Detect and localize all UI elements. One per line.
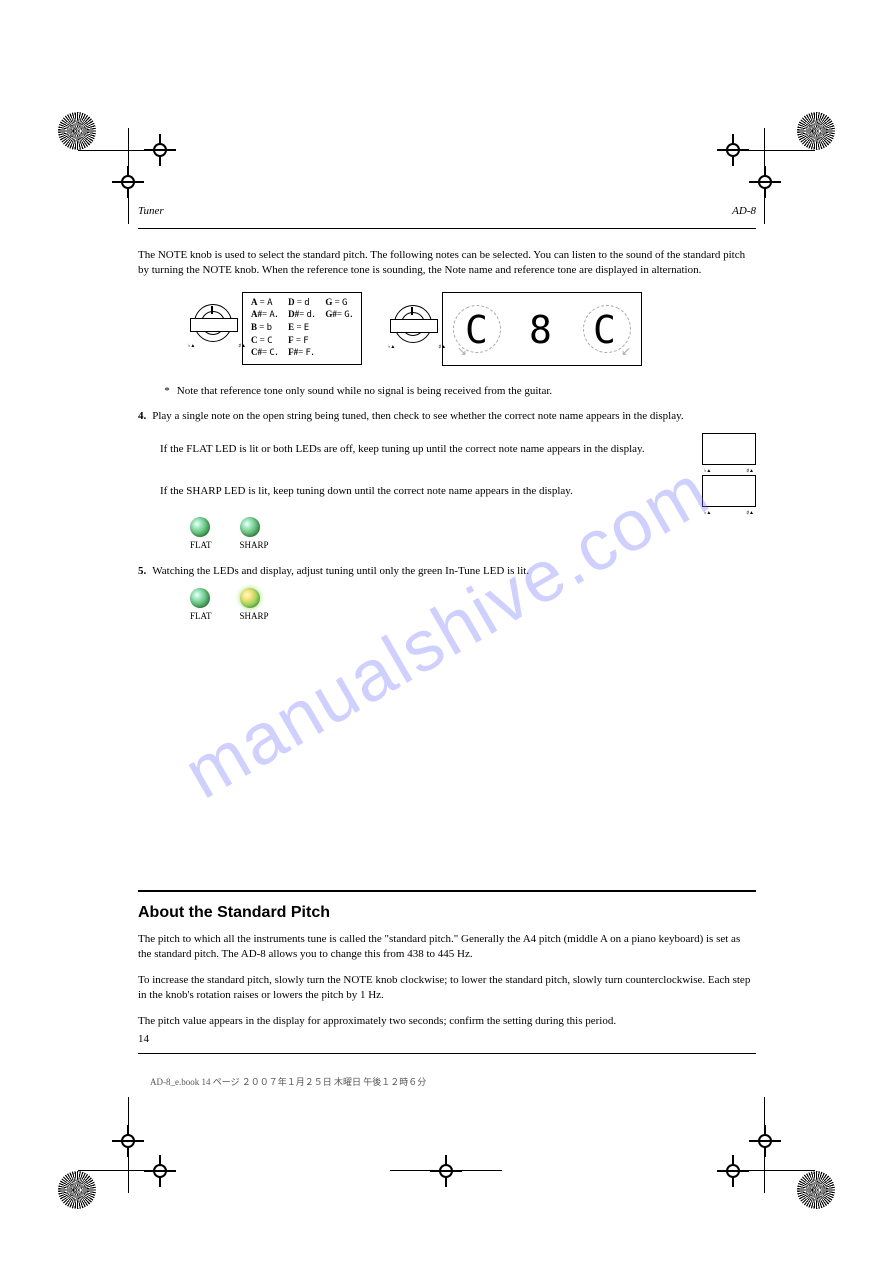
mini-display-icon [702, 433, 756, 465]
flat-led-text: FLAT [190, 539, 212, 551]
section-rule [138, 890, 756, 892]
sharp-led-text: SHARP [240, 610, 269, 622]
mid-note: Note that reference tone only sound whil… [177, 385, 552, 397]
flat-led-label: ♭▲ [704, 469, 711, 476]
page-body: The NOTE knob is used to select the stan… [138, 248, 756, 635]
reg-mark [436, 1161, 456, 1181]
reg-starburst [797, 1171, 835, 1209]
mini-display-icon [702, 475, 756, 507]
reg-mark [723, 140, 743, 160]
step-5-number: 5. [138, 564, 146, 579]
demo-digit-3: C [593, 305, 616, 356]
sharp-led-label: ♯▲ [747, 469, 754, 476]
knob-display-figure: ♭▲ ♯▲ ↘ C 8 ↙ C [390, 292, 642, 366]
header-rule [138, 228, 756, 229]
flat-led-icon [190, 588, 210, 608]
flat-led-label: ♭▲ [704, 511, 711, 518]
note-knob-icon: ♭▲ ♯▲ [190, 296, 242, 360]
section-title: About the Standard Pitch [138, 904, 756, 922]
knob-sharp-label: ♯▲ [239, 344, 246, 351]
reg-mark [118, 172, 138, 192]
flat-led-icon [190, 517, 210, 537]
header-left: Tuner [138, 205, 164, 217]
reg-mark [755, 172, 775, 192]
footer-rule [138, 1053, 756, 1054]
flat-led-text: FLAT [190, 610, 212, 622]
intro-paragraph: The NOTE knob is used to select the stan… [138, 248, 756, 278]
section-p1: The pitch to which all the instruments t… [138, 932, 756, 963]
section-p3: The pitch value appears in the display f… [138, 1014, 756, 1029]
header-right: AD-8 [732, 205, 756, 217]
note-table: A = A D = d G = G A#= A. D#= d. G#= G. B… [242, 292, 362, 365]
sharp-led-label: ♯▲ [747, 511, 754, 518]
reg-mark [150, 140, 170, 160]
flat-case-text: If the FLAT LED is lit or both LEDs are … [160, 442, 694, 457]
section-p2: To increase the standard pitch, slowly t… [138, 973, 756, 1004]
reg-starburst [58, 112, 96, 150]
demo-digit-1: C [465, 305, 488, 356]
reg-mark [755, 1131, 775, 1151]
page-number: 14 [138, 1033, 149, 1045]
knob-flat-label: ♭▲ [188, 344, 195, 351]
reg-starburst [797, 112, 835, 150]
step-5-text: Watching the LEDs and display, adjust tu… [152, 564, 529, 579]
sharp-led-text: SHARP [240, 539, 269, 551]
page-header: Tuner AD-8 [138, 205, 756, 217]
sharp-case-text: If the SHARP LED is lit, keep tuning dow… [160, 484, 694, 499]
figure-row: ♭▲ ♯▲ A = A D = d G = G A#= A. D#= d. G#… [190, 292, 756, 366]
demo-digit-2: 8 [529, 305, 552, 356]
reg-mark [118, 1131, 138, 1151]
crop-line [390, 1170, 502, 1171]
reg-mark [723, 1161, 743, 1181]
sharp-led-icon [240, 517, 260, 537]
led-row-2: FLAT SHARP [190, 588, 756, 622]
demo-display: ↘ C 8 ↙ C [442, 292, 642, 366]
footer-meta: AD-8_e.book 14 ページ ２００７年１月２５日 木曜日 午後１２時６… [150, 1075, 426, 1088]
reg-mark [150, 1161, 170, 1181]
knob-note-figure: ♭▲ ♯▲ A = A D = d G = G A#= A. D#= d. G#… [190, 292, 362, 365]
knob-flat-label: ♭▲ [388, 345, 395, 352]
note-knob-icon: ♭▲ ♯▲ [390, 297, 442, 361]
sharp-led-lit-icon [240, 588, 260, 608]
step-4-number: 4. [138, 409, 146, 424]
reg-starburst [58, 1171, 96, 1209]
step-4-text: Play a single note on the open string be… [152, 409, 683, 424]
led-row-1: FLAT SHARP [190, 517, 756, 551]
